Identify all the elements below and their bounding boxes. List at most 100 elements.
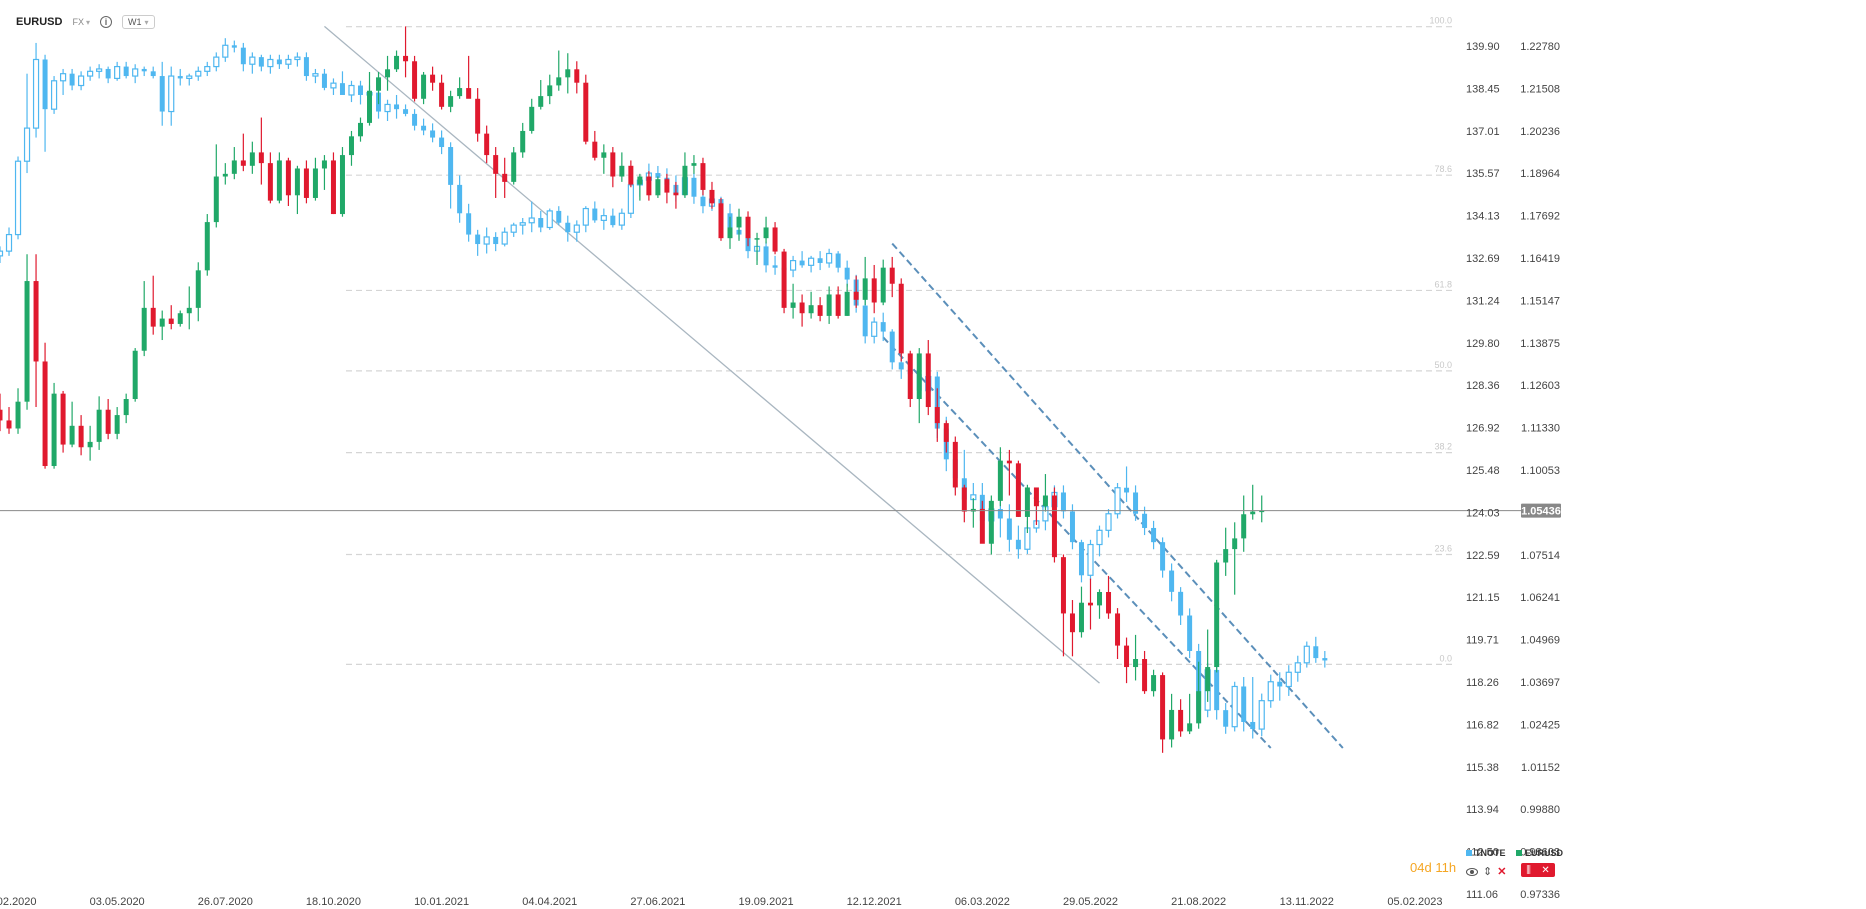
- candle-body: [844, 267, 850, 280]
- candle-body: [51, 393, 57, 467]
- tnote-candle: [312, 68, 319, 84]
- candle-body: [538, 96, 544, 107]
- timeframe-selector[interactable]: W1 ▾: [121, 15, 155, 29]
- eye-icon[interactable]: [1466, 867, 1478, 876]
- candle-body: [457, 184, 463, 214]
- tnote-candle: [430, 123, 436, 143]
- candle-body: [105, 68, 111, 79]
- candle-body: [1015, 539, 1021, 550]
- candle-body: [582, 207, 589, 226]
- eurusd-candle: [880, 259, 886, 306]
- tnote-candle: [493, 232, 499, 252]
- fib-label: 0.0: [1439, 653, 1452, 663]
- candle-body: [475, 234, 481, 245]
- eurusd-candle: [934, 388, 940, 442]
- candle-body: [1250, 511, 1256, 515]
- tnote-candle: [294, 52, 301, 67]
- eurusd-candle: [664, 173, 670, 204]
- candle-body: [691, 177, 697, 197]
- candle-body: [1259, 510, 1265, 513]
- candle-body: [556, 210, 562, 223]
- market-selector[interactable]: FX ▾: [72, 17, 90, 27]
- remove-series-button[interactable]: ⫼ ✕: [1521, 863, 1555, 877]
- fib-label: 61.8: [1434, 279, 1452, 289]
- eurusd-candle: [78, 415, 84, 456]
- legend-eurusd[interactable]: EURUSD: [1516, 848, 1563, 858]
- eurusd-candle: [6, 407, 12, 434]
- candle-body: [844, 291, 850, 316]
- left-axis-tick: 122.59: [1466, 550, 1500, 562]
- eurusd-candle: [1033, 487, 1039, 525]
- chevron-down-icon: ▾: [85, 17, 90, 27]
- candle-body: [6, 420, 12, 429]
- candle-body: [1241, 686, 1247, 722]
- right-axis-tick: 1.07514: [1520, 550, 1560, 562]
- tnote-candle: [448, 142, 454, 209]
- candle-body: [853, 291, 859, 300]
- eurusd-candle: [213, 144, 219, 228]
- left-axis-tick: 126.92: [1466, 423, 1500, 435]
- symbol-label[interactable]: EURUSD: [16, 16, 63, 28]
- candle-body: [1187, 723, 1193, 732]
- eurusd-candle: [367, 71, 373, 126]
- eurusd-candle: [601, 144, 607, 174]
- tnote-candle: [150, 66, 156, 79]
- tnote-candle: [573, 220, 580, 242]
- candle-body: [367, 90, 373, 123]
- tnote-candles: [0, 38, 1328, 739]
- eurusd-candle: [592, 130, 598, 161]
- candle-body: [528, 217, 535, 224]
- x-tick-label: 05.02.2023: [1387, 896, 1442, 908]
- tnote-candle: [1151, 520, 1157, 550]
- eurusd-candle: [1169, 693, 1175, 748]
- right-axis-tick: 1.06241: [1520, 592, 1560, 604]
- sort-arrows-icon[interactable]: ⇕: [1483, 866, 1493, 878]
- candle-body: [448, 147, 454, 185]
- candle-body: [483, 236, 490, 245]
- candle-body: [258, 152, 264, 164]
- candle-body: [1133, 659, 1139, 668]
- eurusd-candle: [997, 447, 1003, 507]
- candle-body: [384, 103, 391, 113]
- series-controls: ⇕ ✕: [1466, 865, 1506, 878]
- eurusd-candle: [15, 388, 21, 434]
- candle-body: [276, 160, 282, 201]
- candle-body: [1015, 463, 1021, 517]
- right-axis-tick: 1.22780: [1520, 41, 1560, 53]
- tnote-candle: [808, 255, 815, 273]
- eurusd-candle: [799, 294, 805, 327]
- candle-body: [439, 82, 445, 107]
- candle-body: [1267, 681, 1274, 702]
- candle-body: [573, 224, 580, 233]
- candle-body: [1024, 487, 1030, 517]
- eurusd-candle: [673, 181, 679, 209]
- tnote-candle: [772, 255, 778, 275]
- eurusd-candle: [1124, 637, 1130, 684]
- left-axis-tick: 131.24: [1466, 295, 1500, 307]
- right-axis-tick: 1.16419: [1520, 253, 1560, 265]
- candle-body: [1087, 602, 1093, 606]
- candle-body: [925, 353, 931, 408]
- eurusd-candle: [1178, 699, 1184, 737]
- candle-body: [1006, 518, 1012, 540]
- candle-body: [601, 152, 607, 158]
- candle-body: [835, 253, 841, 268]
- candle-body: [772, 227, 778, 252]
- candle-body: [0, 250, 4, 257]
- tnote-candle: [1277, 672, 1283, 701]
- candle-body: [727, 227, 733, 239]
- tnote-candle: [844, 260, 850, 287]
- info-icon[interactable]: i: [99, 16, 112, 28]
- candle-body: [1285, 671, 1292, 688]
- close-icon[interactable]: ✕: [1497, 866, 1507, 878]
- candle-body: [177, 313, 183, 324]
- eurusd-candle: [24, 254, 30, 410]
- candle-body: [321, 160, 327, 169]
- eurusd-candle: [1115, 608, 1121, 660]
- candle-body: [231, 160, 237, 174]
- tnote-candle: [466, 203, 472, 242]
- eurusd-candle: [1142, 650, 1148, 694]
- legend-tnote[interactable]: TNOTE: [1466, 848, 1506, 858]
- tnote-candle: [249, 52, 256, 74]
